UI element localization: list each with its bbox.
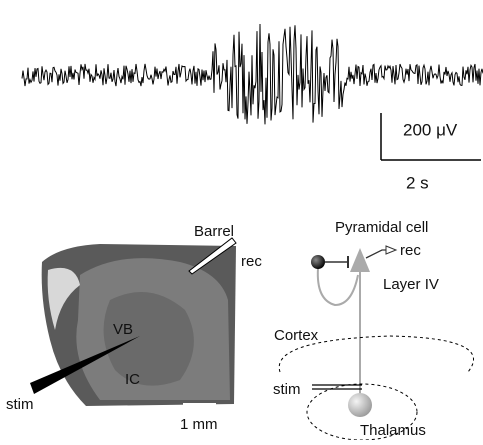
stim-label-2: stim — [273, 381, 301, 398]
vb-label: VB — [113, 321, 133, 338]
barrel-label: Barrel — [194, 223, 234, 240]
cortex-label: Cortex — [274, 327, 319, 344]
schematic — [278, 245, 474, 441]
thalamus-label: Thalamus — [360, 422, 426, 439]
pyramidal-label: Pyramidal cell — [335, 219, 428, 236]
rec-label: rec — [241, 253, 262, 270]
stim-label: stim — [6, 396, 34, 413]
ic-label: IC — [125, 371, 140, 388]
stim-electrode — [30, 336, 140, 394]
brain-slice — [41, 244, 236, 406]
rec-label-2: rec — [400, 242, 421, 259]
amp-label: 200 μV — [403, 120, 458, 139]
time-label: 2 s — [406, 173, 429, 192]
eeg-trace — [21, 23, 483, 125]
rec-electrode — [188, 237, 237, 275]
scale-label: 1 mm — [180, 416, 218, 433]
layer-label: Layer IV — [383, 276, 439, 293]
